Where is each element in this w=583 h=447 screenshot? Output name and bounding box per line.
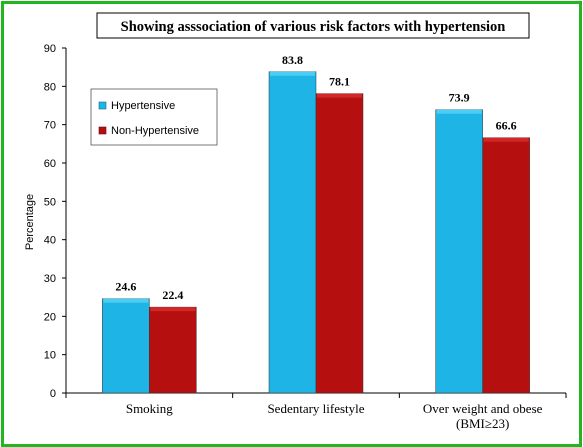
legend-box (90, 88, 218, 146)
category-label: (BMI≥23) (456, 416, 509, 431)
data-label: 83.8 (282, 53, 303, 67)
category-label: Sedentary lifestyle (267, 401, 364, 416)
bar-highlight (483, 137, 529, 142)
category-label: Over weight and obese (423, 401, 543, 416)
bar-highlight (150, 307, 196, 312)
bar-non-hypertensive (315, 93, 364, 394)
y-ticks: 0 10 20 30 40 50 60 70 80 90 (44, 43, 66, 400)
y-tick-label: 30 (44, 273, 56, 285)
bar-highlight (436, 109, 482, 114)
bar-hypertensive (268, 71, 317, 394)
data-label: 24.6 (115, 280, 136, 294)
y-tick-label: 80 (44, 81, 56, 93)
bar-hypertensive (435, 109, 483, 394)
y-axis-label: Percentage (24, 194, 36, 250)
y-tick-label: 0 (50, 388, 56, 400)
data-label: 66.6 (496, 119, 517, 133)
category-label: Smoking (126, 401, 173, 416)
y-tick-label: 70 (44, 120, 56, 132)
legend: Hypertensive Non-Hypertensive (90, 88, 218, 146)
y-tick-label: 20 (44, 311, 56, 323)
y-tick-label: 60 (44, 158, 56, 170)
chart-title: Showing asssociation of various risk fac… (121, 19, 506, 35)
legend-label-non-hypertensive: Non-Hypertensive (111, 125, 199, 137)
bar-highlight (317, 93, 362, 98)
bar-non-hypertensive (482, 137, 530, 394)
y-tick-label: 10 (44, 350, 56, 362)
bars (102, 71, 530, 394)
bar-hypertensive (102, 298, 150, 394)
legend-swatch-hypertensive (98, 101, 107, 110)
data-label: 22.4 (162, 288, 183, 302)
data-labels: 24.6 22.4 83.8 78.1 73.9 66.6 (115, 53, 516, 302)
data-label: 73.9 (449, 91, 470, 105)
y-tick-label: 90 (44, 43, 56, 55)
bar-non-hypertensive (149, 306, 197, 394)
legend-label-hypertensive: Hypertensive (111, 100, 175, 112)
title-box (96, 12, 530, 39)
y-tick-label: 40 (44, 235, 56, 247)
y-tick-label: 50 (44, 196, 56, 208)
data-label: 78.1 (329, 75, 350, 89)
x-ticks (65, 393, 567, 398)
bar-highlight (270, 71, 315, 76)
bar-highlight (103, 298, 149, 303)
legend-swatch-non-hypertensive (98, 126, 107, 135)
category-labels: Smoking Sedentary lifestyle Over weight an… (126, 401, 543, 431)
